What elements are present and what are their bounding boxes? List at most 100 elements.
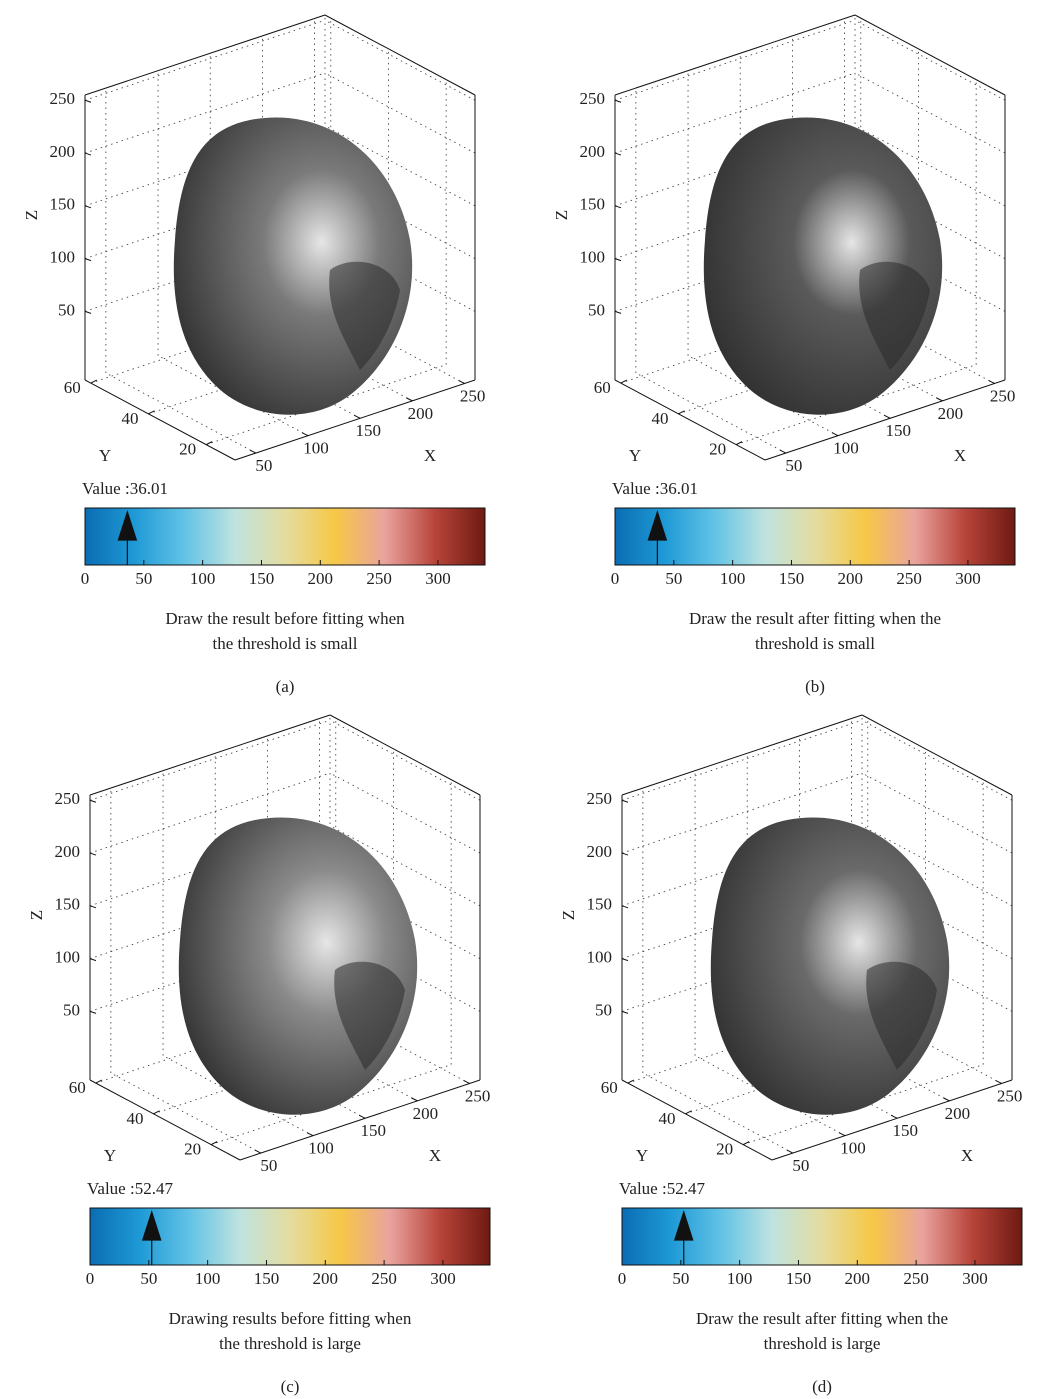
panel-label: (a) [276,677,295,696]
x-tick-label: 150 [885,421,911,440]
value-prefix: Value : [612,479,660,498]
box-edge [325,15,475,95]
colorbar-tick-label: 100 [195,1269,221,1288]
value-prefix: Value : [619,1179,667,1198]
z-tick-label: 50 [588,300,605,319]
tick-mark [91,380,97,383]
tick-mark [96,1080,102,1083]
tick-mark [743,1142,749,1145]
z-tick-label: 250 [580,89,606,108]
value-label: Value :52.47 [619,1179,705,1198]
tick-mark [411,1098,417,1101]
y-axis-label: Y [636,1146,648,1165]
x-tick-label: 200 [945,1104,971,1123]
grid-line [615,20,855,100]
box-edge [855,15,1005,95]
colorbar-tick-label: 0 [86,1269,95,1288]
y-tick-label: 40 [126,1109,143,1128]
tick-mark [359,1115,365,1118]
tick-mark [891,1115,897,1118]
value-label: Value :36.01 [612,479,698,498]
colorbar-tick-label: 300 [425,569,451,588]
colorbar-tick-label: 100 [720,569,746,588]
caption: Draw the result after fitting when the [689,609,941,628]
tick-mark [90,906,96,908]
x-axis-label: X [961,1146,973,1165]
value-prefix: Value : [82,479,130,498]
panel-label: (d) [812,1377,832,1396]
x-tick-label: 50 [792,1156,809,1175]
grid-line [862,720,1012,800]
z-tick-label: 50 [58,300,75,319]
caption: the threshold is small [213,634,358,653]
panel-label: (c) [281,1377,300,1396]
x-tick-label: 200 [938,404,964,423]
colorbar-tick-label: 50 [665,569,682,588]
x-tick-label: 250 [465,1086,491,1105]
tick-mark [621,380,627,383]
colorbar-tick-label: 150 [786,1269,812,1288]
tick-mark [839,1133,845,1136]
tick-mark [90,800,96,802]
x-tick-label: 200 [408,404,434,423]
box-edge [862,715,1012,795]
tick-mark [85,311,91,313]
tick-mark [615,153,621,155]
z-tick-label: 150 [55,895,81,914]
tick-mark [90,959,96,961]
tick-mark [622,1011,628,1013]
tick-mark [90,1011,96,1013]
tick-mark [85,206,91,208]
x-tick-label: 50 [255,456,272,475]
tick-mark [211,1142,217,1145]
box-edge [90,715,330,795]
box-edge [622,715,862,795]
tick-mark [255,1150,261,1153]
tick-mark [996,1080,1002,1083]
panel: 5010015020025020406050100150200250ZYX050… [27,715,490,1396]
value-number: 36.01 [660,479,698,498]
colorbar-tick-label: 250 [896,569,922,588]
caption: threshold is large [764,1334,881,1353]
y-tick-label: 20 [716,1140,733,1159]
grid-line [330,720,480,800]
tick-mark [85,153,91,155]
tick-mark [787,1150,793,1153]
caption: Draw the result before fitting when [165,609,405,628]
tick-mark [615,259,621,261]
colorbar-tick-label: 50 [140,1269,157,1288]
colorbar [615,508,1015,565]
z-tick-label: 250 [55,789,81,808]
tick-mark [685,1111,691,1114]
z-tick-label: 150 [50,195,76,214]
tick-mark [615,311,621,313]
z-tick-label: 200 [587,842,613,861]
y-tick-label: 60 [64,378,81,397]
colorbar-tick-label: 200 [313,1269,339,1288]
grid-line [622,720,862,800]
x-axis-label: X [424,446,436,465]
x-tick-label: 250 [997,1086,1023,1105]
colorbar-tick-label: 100 [727,1269,753,1288]
colorbar-tick-label: 150 [779,569,805,588]
value-number: 52.47 [667,1179,706,1198]
colorbar-tick-label: 300 [430,1269,456,1288]
y-tick-label: 60 [69,1078,86,1097]
value-label: Value :52.47 [87,1179,173,1198]
colorbar-tick-label: 250 [371,1269,397,1288]
tick-mark [307,1133,313,1136]
tick-mark [85,259,91,261]
z-axis-label: Z [27,910,46,920]
grid-line [85,20,325,100]
tick-mark [622,800,628,802]
colorbar-tick-label: 150 [254,1269,280,1288]
y-tick-label: 40 [651,409,668,428]
x-tick-label: 200 [413,1104,439,1123]
caption: the threshold is large [219,1334,361,1353]
x-axis-label: X [429,1146,441,1165]
value-number: 36.01 [130,479,168,498]
caption: Drawing results before fitting when [169,1309,412,1328]
y-tick-label: 40 [658,1109,675,1128]
z-axis-label: Z [559,910,578,920]
